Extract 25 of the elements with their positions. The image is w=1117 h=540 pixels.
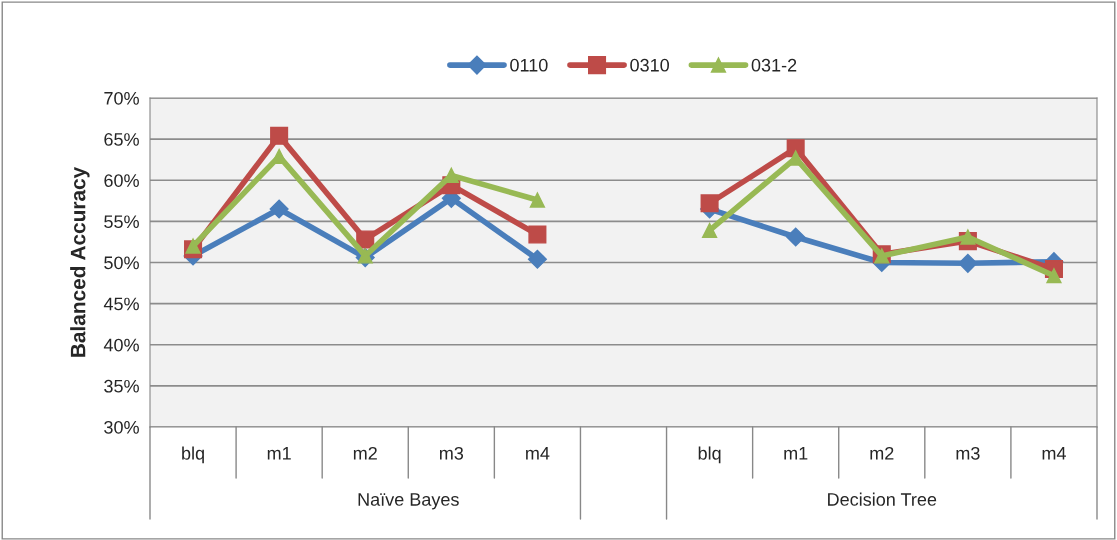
x-tick-label: m4: [1042, 447, 1066, 460]
y-tick-label: 35%: [104, 379, 139, 393]
text: Decision Tree: [828, 492, 937, 506]
x-tick-label: m2: [353, 446, 377, 460]
y-axis-title: Balanced Accuracy: [70, 166, 90, 357]
y-tick-label: 70%: [104, 91, 139, 105]
y-tick-label: 65%: [104, 133, 139, 146]
y-tick-label: 55%: [104, 215, 139, 229]
y-tick-label: 45%: [103, 297, 139, 311]
x-tick-label: m3: [956, 446, 980, 460]
x-tick-label: m1: [784, 447, 808, 460]
y-tick-label: 50%: [104, 256, 139, 270]
x-tick-label: m3: [439, 446, 464, 460]
legend-label: 031-2: [751, 58, 797, 72]
x-tick-label: m2: [870, 446, 894, 460]
x-tick-label: m1: [267, 447, 291, 460]
x-tick-label: blq: [182, 446, 204, 464]
y-tick-label: 40%: [103, 338, 139, 352]
text: Naïve Bayes: [358, 493, 459, 510]
x-tick-label: m4: [526, 447, 550, 460]
legend-label: 0310: [630, 58, 669, 72]
legend-label: 0110: [510, 58, 548, 72]
x-tick-label: blq: [698, 446, 721, 464]
y-tick-label: 60%: [104, 174, 139, 187]
y-tick-label: 30%: [104, 420, 139, 434]
